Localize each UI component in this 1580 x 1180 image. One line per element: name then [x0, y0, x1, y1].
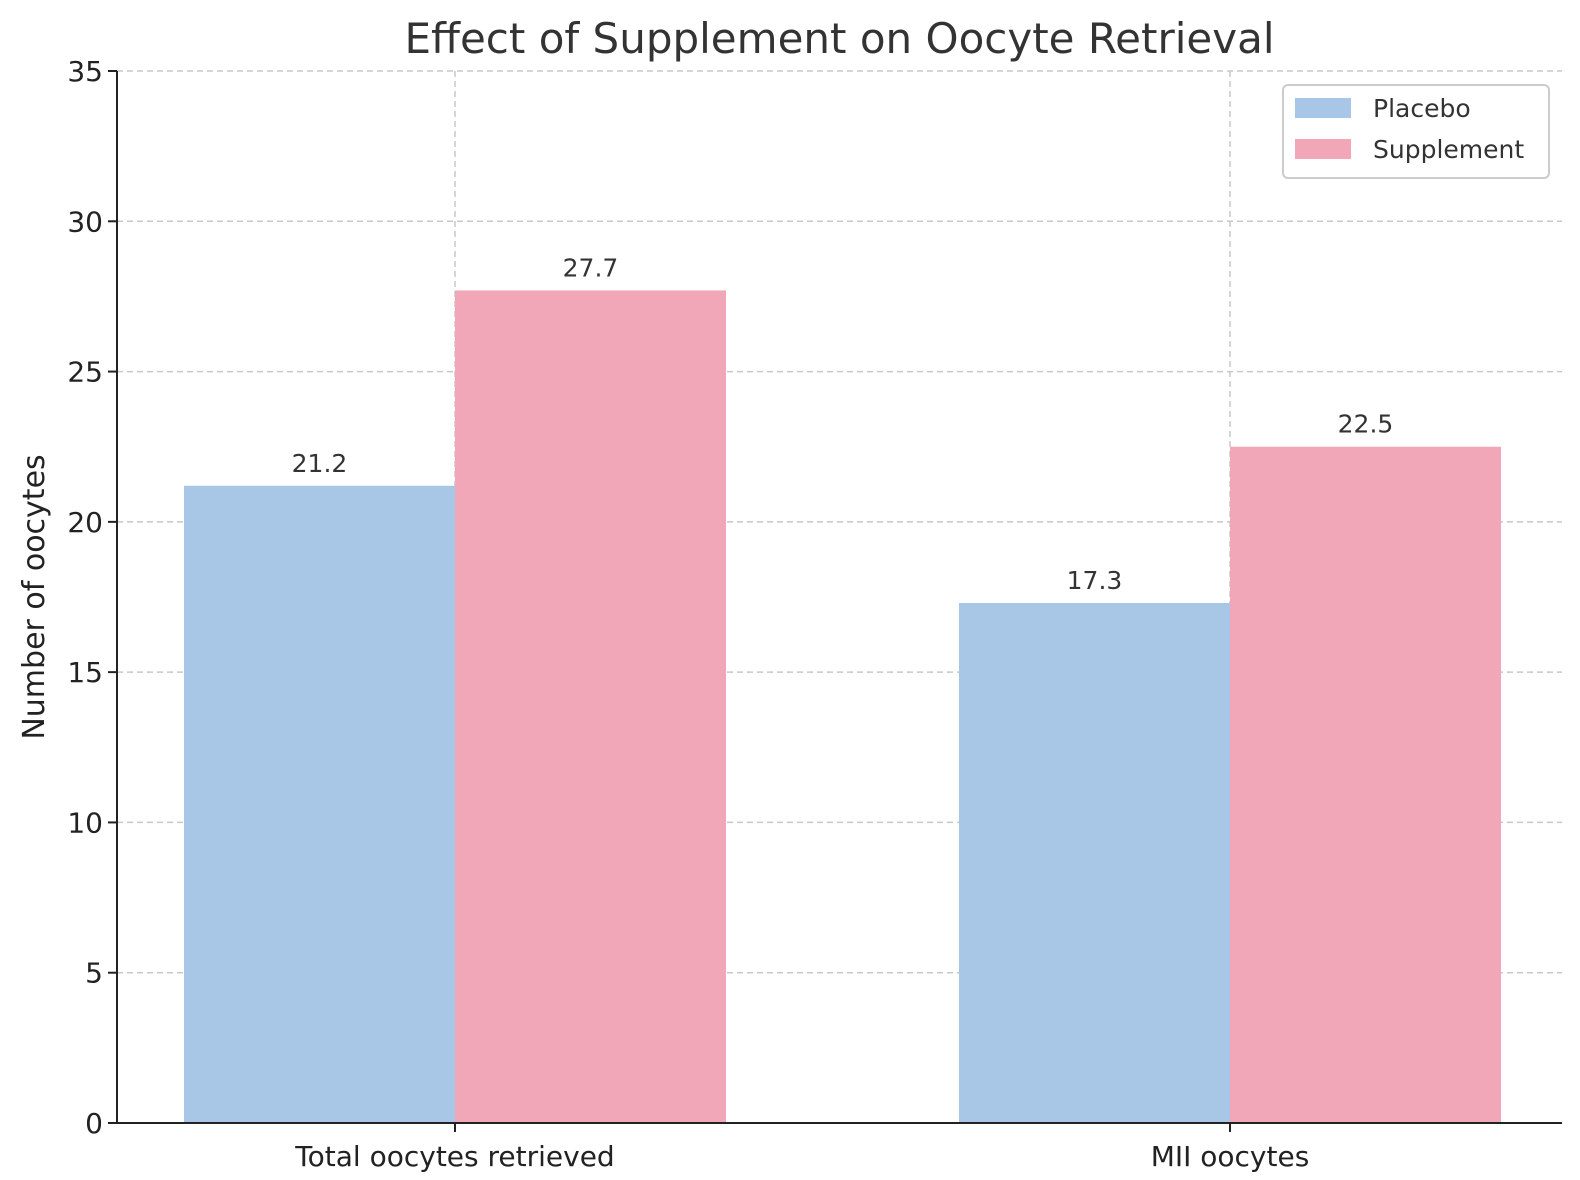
bar-supplement-0 [455, 290, 726, 1124]
legend-swatch-supplement [1295, 139, 1351, 159]
legend-items: Placebo Supplement [1295, 94, 1524, 164]
y-tick-label: 35 [67, 55, 103, 88]
y-tick-label: 20 [67, 506, 103, 539]
ticks-layer: 0 5 10 15 20 25 30 35 Total oocytes retrieved MII… [67, 55, 1309, 1173]
legend-swatch-placebo [1295, 98, 1351, 118]
y-tick-label: 0 [85, 1107, 103, 1140]
y-tick-label: 30 [67, 205, 103, 238]
data-label-placebo-0: 21.2 [292, 449, 348, 478]
data-labels-layer: 21.2 27.7 17.3 22.5 [292, 253, 1394, 595]
x-tick-label: MII oocytes [1151, 1140, 1310, 1173]
axes-layer [116, 71, 1562, 1124]
legend: Placebo Supplement [1282, 84, 1550, 179]
bar-supplement-1 [1230, 446, 1501, 1123]
data-label-supplement-0: 27.7 [563, 253, 619, 282]
legend-label-supplement: Supplement [1373, 135, 1524, 164]
y-tick-label: 10 [67, 806, 103, 839]
legend-label-placebo: Placebo [1373, 94, 1471, 123]
y-tick-label: 15 [67, 656, 103, 689]
y-axis-label: Number of oocytes [17, 454, 52, 739]
bar-placebo-1 [959, 603, 1230, 1123]
bars-layer [184, 290, 1501, 1124]
data-label-supplement-1: 22.5 [1338, 410, 1394, 439]
data-label-placebo-1: 17.3 [1067, 566, 1123, 595]
bar-placebo-0 [184, 485, 455, 1123]
chart-title: Effect of Supplement on Oocyte Retrieval [404, 14, 1274, 63]
y-tick-label: 5 [85, 957, 103, 990]
y-tick-label: 25 [67, 356, 103, 389]
x-tick-label: Total oocytes retrieved [294, 1140, 614, 1173]
